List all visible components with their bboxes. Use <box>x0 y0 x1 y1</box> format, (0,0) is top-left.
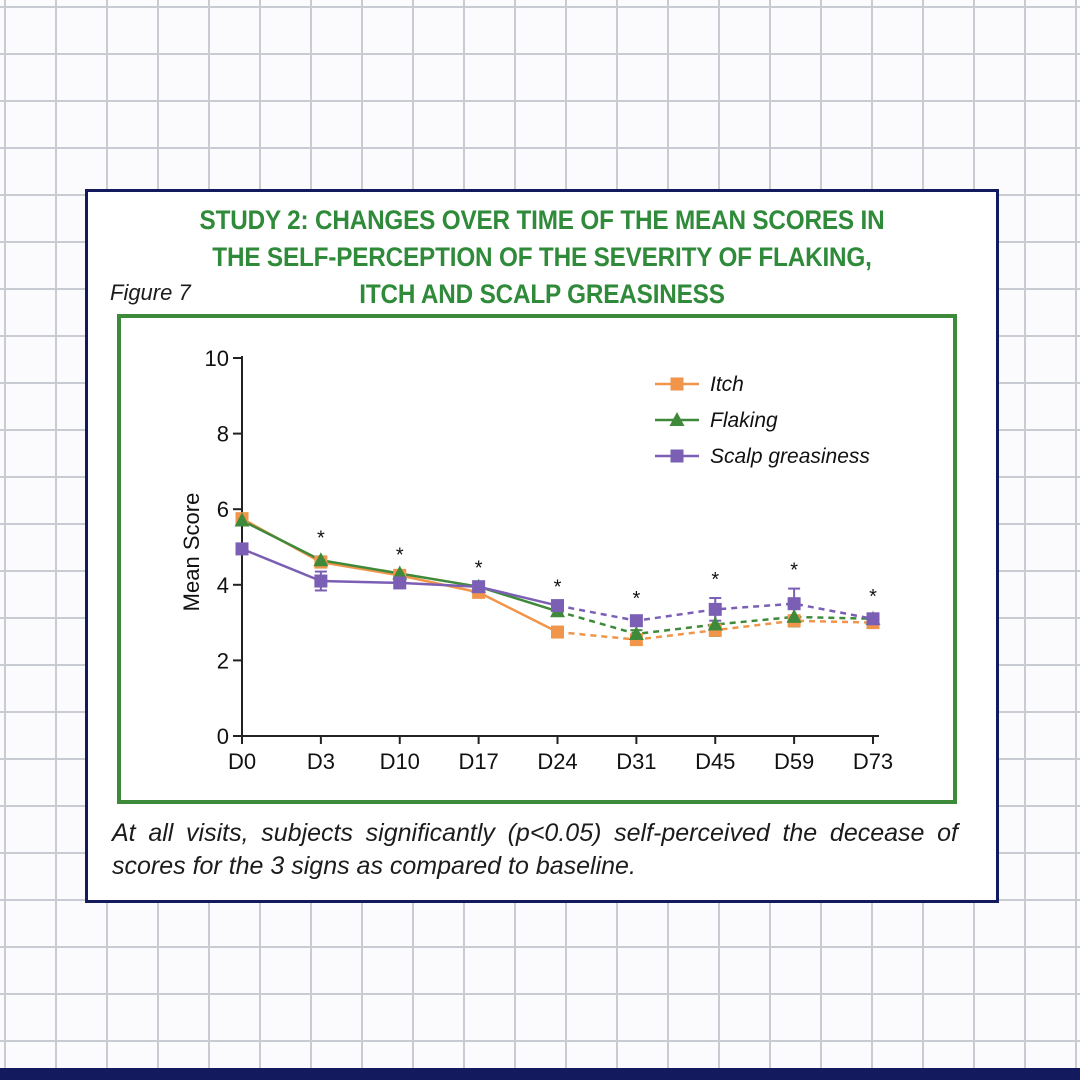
title-line-2: THE SELF-PERCEPTION OF THE SEVERITY OF F… <box>212 242 872 272</box>
data-point-square <box>235 542 249 556</box>
y-axis-title: Mean Score <box>179 493 204 612</box>
data-point-square <box>551 599 564 613</box>
x-tick-label: D10 <box>380 749 420 774</box>
significance-asterisk: * <box>632 588 640 610</box>
significance-asterisk: * <box>475 558 483 580</box>
x-tick-label: D17 <box>458 749 498 774</box>
title-line-1: STUDY 2: CHANGES OVER TIME OF THE MEAN S… <box>199 205 885 235</box>
data-point-square <box>629 614 643 628</box>
data-point-triangle <box>234 512 250 527</box>
data-point-square <box>314 574 328 588</box>
y-tick-label: 2 <box>217 648 229 673</box>
y-tick-label: 4 <box>217 573 229 598</box>
figure-title: STUDY 2: CHANGES OVER TIME OF THE MEAN S… <box>133 202 950 313</box>
legend-marker <box>669 412 685 426</box>
series-line-dashed <box>557 610 874 636</box>
y-tick-label: 8 <box>217 422 229 447</box>
legend-label: Flaking <box>710 409 778 432</box>
x-tick-label: D73 <box>853 749 893 774</box>
bottom-bar <box>0 1068 1080 1080</box>
y-tick-label: 0 <box>217 724 229 749</box>
x-tick-label: D0 <box>228 749 256 774</box>
chart-frame: 0 2 4 6 8 10 Mean Score D0 D3 D10 D17 D24 D31 D45 D59 D… <box>117 314 957 804</box>
x-tick-label: D59 <box>774 749 814 774</box>
figure-label: Figure 7 <box>110 280 191 305</box>
significance-asterisk: * <box>869 586 877 608</box>
significance-asterisk: * <box>790 560 798 582</box>
data-point-square <box>393 576 407 590</box>
x-tick-label: D31 <box>616 749 656 774</box>
line-chart: 0 2 4 6 8 10 Mean Score D0 D3 D10 D17 D24 D31 D45 D59 D… <box>179 346 893 774</box>
data-point-triangle <box>392 565 408 580</box>
legend-marker <box>670 377 684 391</box>
data-point-triangle <box>786 608 802 623</box>
y-tick-label: 6 <box>217 497 229 522</box>
figure-caption: At all visits, subjects significantly (p… <box>112 819 958 880</box>
data-point-square <box>551 625 564 639</box>
legend-label: Scalp greasiness <box>710 445 870 468</box>
data-point-square <box>472 580 486 594</box>
x-tick-label: D24 <box>537 749 577 774</box>
data-point-triangle <box>313 552 329 567</box>
data-point-square <box>708 602 722 616</box>
title-line-3: ITCH AND SCALP GREASINESS <box>359 279 725 309</box>
x-tick-label: D45 <box>695 749 735 774</box>
data-point-triangle <box>707 616 723 631</box>
significance-asterisk: * <box>711 569 719 591</box>
legend-label: Itch <box>710 373 744 396</box>
data-point-square <box>787 597 801 611</box>
data-point-triangle <box>628 625 644 640</box>
legend-marker <box>670 449 684 463</box>
significance-asterisk: * <box>317 527 325 549</box>
x-tick-label: D3 <box>307 749 335 774</box>
significance-asterisk: * <box>554 577 562 599</box>
significance-asterisk: * <box>396 544 404 566</box>
y-tick-label: 10 <box>205 346 229 371</box>
figure-card: STUDY 2: CHANGES OVER TIME OF THE MEAN S… <box>85 189 999 903</box>
data-point-square <box>866 612 880 626</box>
